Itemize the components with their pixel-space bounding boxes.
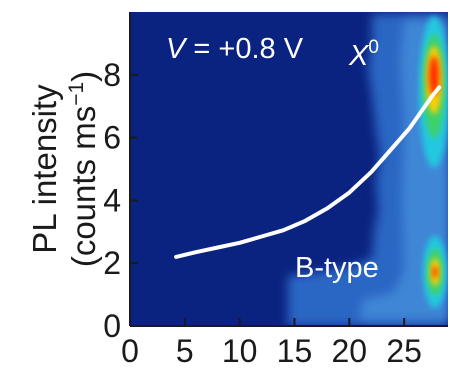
b-type-hotspot bbox=[423, 236, 447, 308]
y-tick-label: 2 bbox=[103, 245, 121, 281]
x0-peak-label: X0 bbox=[348, 37, 379, 72]
axis-ticks: 0 5 10 15 20 25 0 2 4 6 8 bbox=[103, 57, 422, 369]
y-tick-label: 4 bbox=[103, 182, 121, 218]
x-tick-label: 10 bbox=[222, 333, 258, 369]
x0-peak-core bbox=[429, 56, 439, 96]
y-tick-label: 6 bbox=[103, 120, 121, 156]
fit-curve-line bbox=[174, 85, 442, 259]
x-tick-label: 20 bbox=[332, 333, 368, 369]
plot-area bbox=[130, 12, 448, 326]
y-axis-label-line2: (counts ms−1) bbox=[65, 71, 102, 267]
y-tick-label: 0 bbox=[103, 308, 121, 344]
b-type-label: B-type bbox=[295, 252, 379, 284]
y-tick-label: 8 bbox=[103, 57, 121, 93]
x-tick-label: 0 bbox=[121, 333, 139, 369]
y-axis-label-line1: PL intensity bbox=[26, 84, 63, 254]
voltage-annotation: V = +0.8 V bbox=[166, 33, 304, 65]
x-tick-label: 25 bbox=[386, 333, 422, 369]
x-tick-label: 5 bbox=[176, 333, 194, 369]
x-tick-label: 15 bbox=[277, 333, 313, 369]
b-type-core bbox=[432, 266, 438, 278]
